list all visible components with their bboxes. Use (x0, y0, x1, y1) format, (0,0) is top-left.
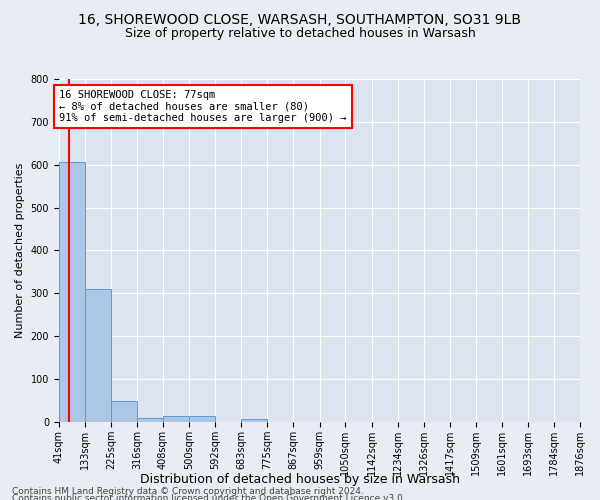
Bar (59, 162, 85, 422)
Text: Size of property relative to detached houses in Warsash: Size of property relative to detached ho… (125, 28, 475, 40)
Text: Contains public sector information licensed under the Open Government Licence v3: Contains public sector information licen… (12, 494, 406, 500)
Text: 16, SHOREWOOD CLOSE, WARSASH, SOUTHAMPTON, SO31 9LB: 16, SHOREWOOD CLOSE, WARSASH, SOUTHAMPTO… (79, 12, 521, 26)
Bar (241, 418, 267, 422)
Bar (163, 416, 189, 422)
Text: Contains HM Land Registry data © Crown copyright and database right 2024.: Contains HM Land Registry data © Crown c… (12, 488, 364, 496)
Text: 16 SHOREWOOD CLOSE: 77sqm
← 8% of detached houses are smaller (80)
91% of semi-d: 16 SHOREWOOD CLOSE: 77sqm ← 8% of detach… (59, 90, 347, 123)
Bar (137, 418, 163, 422)
Bar (111, 400, 137, 422)
Bar (85, 289, 111, 422)
Y-axis label: Number of detached properties: Number of detached properties (15, 163, 25, 338)
Text: Distribution of detached houses by size in Warsash: Distribution of detached houses by size … (140, 472, 460, 486)
Bar (189, 416, 215, 422)
